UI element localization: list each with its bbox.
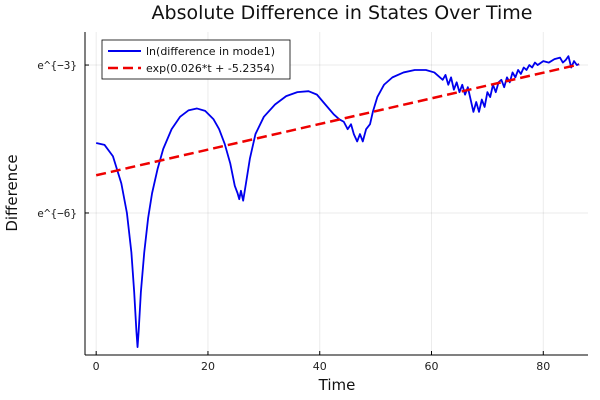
x-tick-label: 20: [201, 360, 215, 373]
legend-label-series-1: ln(difference in mode1): [146, 45, 275, 58]
legend-box: [101, 39, 291, 80]
y-axis-ticks: e^{−3} e^{−6}: [37, 59, 89, 220]
y-tick-label: e^{−6}: [37, 207, 77, 220]
series-layer: [95, 55, 580, 349]
series-line-fit: [95, 63, 580, 177]
x-tick-label: 40: [313, 360, 327, 373]
y-tick-label: e^{−3}: [37, 59, 77, 72]
series-line-mode1: [95, 55, 580, 349]
chart-title: Absolute Difference in States Over Time: [152, 2, 533, 24]
legend-label-series-2: exp(0.026*t + -5.2354): [146, 62, 275, 75]
y-axis-title: Difference: [3, 154, 21, 231]
x-tick-label: 0: [93, 360, 100, 373]
x-axis-ticks: 0 20 40 60 80: [93, 351, 550, 373]
legend: ln(difference in mode1) exp(0.026*t + -5…: [101, 39, 291, 80]
x-axis-title: Time: [318, 376, 356, 394]
x-tick-label: 80: [536, 360, 550, 373]
x-tick-label: 60: [425, 360, 439, 373]
